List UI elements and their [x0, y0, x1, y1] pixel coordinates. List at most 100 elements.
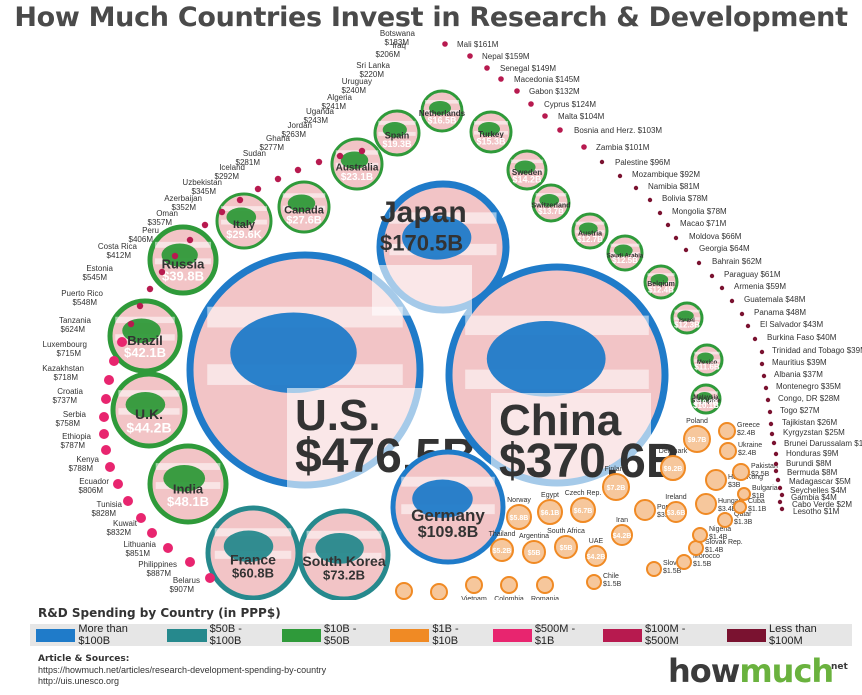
dot-label: Mozambique $92M — [632, 170, 700, 179]
legend-label: $50B - $100B — [209, 623, 242, 647]
dot-label: Guatemala $48M — [744, 295, 806, 304]
value-label: $3B — [728, 482, 741, 489]
country-label: Peru — [142, 226, 159, 235]
value-label: $851M — [126, 549, 151, 558]
country-label: France — [230, 551, 276, 567]
value-label: $1.5B — [663, 568, 682, 575]
value-label: $12.5B — [612, 256, 638, 265]
country-label: Colombia — [494, 596, 524, 600]
dot-panama — [739, 311, 745, 317]
bubble-colombia — [500, 576, 518, 594]
country-shape — [161, 243, 198, 267]
value-label: $828M — [92, 509, 117, 518]
value-label: $1.5B — [603, 581, 622, 588]
country-label: Switzerland — [532, 203, 571, 210]
dot-iraq — [336, 152, 344, 160]
country-shape — [697, 352, 714, 363]
value-label: $206M — [376, 50, 401, 59]
country-shape — [613, 244, 633, 257]
country-label: Costa Rica — [98, 242, 138, 251]
dot-burundi — [773, 461, 779, 467]
bubble-slovenia — [646, 561, 662, 577]
dot-malta — [542, 113, 548, 119]
country-label: Saudi Arabia — [607, 253, 644, 259]
value-label: $12.4B — [648, 286, 674, 295]
country-label: U.K. — [135, 406, 163, 422]
dot-gambia — [779, 492, 785, 498]
dot-mongolia — [657, 210, 663, 216]
dot-label: Lesotho $1M — [793, 507, 840, 516]
bubble-pakistan — [732, 463, 750, 481]
country-label: Japan — [380, 196, 467, 229]
dot-tajikistan — [768, 421, 774, 427]
dot-senegal — [484, 65, 490, 71]
value-label: $243M — [304, 116, 329, 125]
dot-label: Albania $37M — [774, 370, 823, 379]
dot-honduras — [773, 451, 779, 457]
dot-gabon — [514, 88, 520, 94]
value-label: $1.3B — [734, 519, 753, 526]
dot-cabo-verde — [777, 499, 783, 505]
dot-label: Namibia $81M — [648, 182, 700, 191]
value-label: $718M — [54, 373, 79, 382]
dot-label: El Salvador $43M — [760, 320, 823, 329]
legend-label: $100M - $500M — [645, 623, 686, 647]
country-label: Singapore — [691, 399, 721, 405]
dot-bosnia-and-herz- — [557, 127, 563, 133]
value-label: $1.5B — [693, 561, 712, 568]
dot-label: Bahrain $62M — [712, 257, 762, 266]
label-box — [372, 265, 472, 316]
country-label: Ireland — [665, 494, 687, 501]
dot-seychelles — [777, 485, 783, 491]
dot-armenia — [719, 285, 725, 291]
dot-albania — [761, 373, 767, 379]
value-label: $548M — [73, 298, 98, 307]
value-label: $170.5B — [380, 231, 463, 256]
legend-title: R&D Spending by Country (in PPP$) — [38, 606, 281, 620]
dot-costa-rica — [127, 320, 135, 328]
dot-label: Honduras $9M — [786, 449, 839, 458]
country-label: Australia — [336, 162, 379, 173]
dot-georgia — [683, 247, 689, 253]
bubble-ukraine — [719, 442, 737, 460]
dot-macao — [665, 222, 671, 228]
bubble-iran — [611, 524, 633, 546]
value-label: $277M — [260, 143, 285, 152]
dot-label: Moldova $66M — [689, 232, 742, 241]
bubble-argentina — [522, 540, 546, 564]
value-label: $10.0B — [695, 400, 718, 407]
country-label: Croatia — [57, 387, 83, 396]
value-label: $370.6B — [499, 435, 680, 488]
dot-uganda — [254, 185, 262, 193]
dot-label: Burundi $8M — [786, 459, 832, 468]
country-shape — [163, 465, 206, 492]
country-label: Cuba — [748, 498, 765, 505]
dot-label: Mongolia $78M — [672, 207, 727, 216]
dot-tanzania — [104, 375, 114, 385]
country-label: Oman — [156, 209, 178, 218]
country-label: Italy — [233, 219, 256, 231]
dot-label: Zambia $101M — [596, 143, 650, 152]
dot-bermuda — [773, 468, 779, 474]
sources-link-article[interactable]: https://howmuch.net/articles/research-de… — [38, 665, 327, 675]
country-label: Philippines — [138, 560, 177, 569]
dot-trinidad-and-tobago — [759, 349, 765, 355]
country-label: Ethiopia — [62, 432, 91, 441]
legend-item: $1B - $10B — [390, 623, 486, 647]
sources-link-unesco[interactable]: http://uis.unesco.org — [38, 676, 120, 686]
dot-label: Kyrgyzstan $25M — [783, 428, 845, 437]
legend-label: $1B - $10B — [432, 623, 459, 647]
dot-label: Georgia $64M — [699, 244, 750, 253]
value-label: $1.4B — [709, 534, 728, 541]
dot-uruguay — [294, 166, 302, 174]
country-label: Greece — [737, 422, 760, 429]
country-label: Germany — [411, 506, 485, 525]
value-label: $12.3B — [674, 320, 700, 329]
country-label: Ghana — [266, 134, 291, 143]
country-shape — [125, 392, 166, 418]
value-label: $545M — [83, 273, 108, 282]
dot-el-salvador — [745, 323, 751, 329]
value-label: $3.4B — [718, 506, 737, 513]
value-label: $352M — [172, 203, 197, 212]
value-label: $109.8B — [418, 524, 479, 541]
